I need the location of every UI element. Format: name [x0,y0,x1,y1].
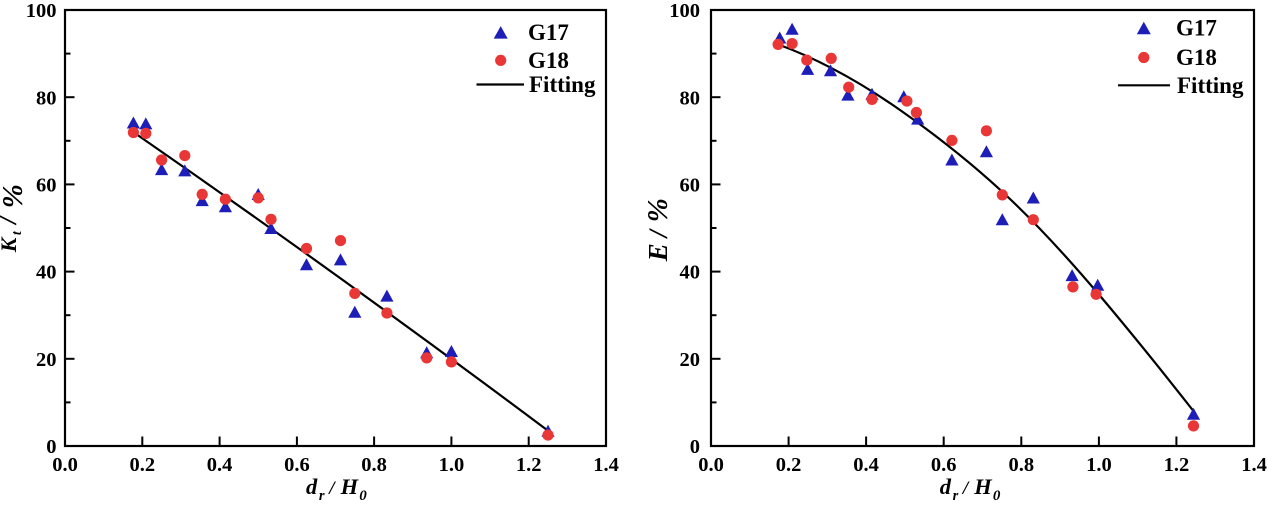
svg-text:d: d [940,474,952,499]
svg-text:1.4: 1.4 [593,454,619,476]
svg-text:d: d [306,474,318,499]
svg-text:G18: G18 [528,48,569,73]
svg-text:20: 20 [36,349,57,371]
svg-text:0.6: 0.6 [931,454,957,476]
svg-text:1.2: 1.2 [1164,454,1190,476]
svg-text:E: E [643,243,673,262]
svg-text:t: t [10,230,25,235]
svg-text:0: 0 [690,436,700,458]
svg-text:0.8: 0.8 [1008,454,1034,476]
svg-text:1.4: 1.4 [1241,454,1267,476]
svg-text:0: 0 [46,436,56,458]
svg-text:/: / [961,478,970,499]
svg-text:Fitting: Fitting [529,72,596,97]
svg-text:Fitting: Fitting [1177,73,1244,98]
svg-text:0.8: 0.8 [361,454,387,476]
svg-text:0.0: 0.0 [52,454,78,476]
svg-text:r: r [319,488,325,504]
svg-text:100: 100 [669,0,700,22]
svg-text:G18: G18 [1176,45,1217,70]
svg-text:20: 20 [680,349,701,371]
svg-text:/: / [327,478,336,499]
svg-text:1.2: 1.2 [516,454,542,476]
svg-text:40: 40 [36,262,57,284]
svg-text:100: 100 [26,0,57,22]
svg-text:/: / [0,214,22,226]
svg-text:0.6: 0.6 [284,454,310,476]
svg-text:0.0: 0.0 [698,454,724,476]
svg-text:1.0: 1.0 [1086,454,1112,476]
svg-text:%: % [0,184,29,208]
svg-text:80: 80 [680,87,701,109]
svg-text:0.2: 0.2 [776,454,802,476]
svg-text:0.2: 0.2 [129,454,155,476]
svg-text:H: H [340,474,360,499]
svg-text:0.4: 0.4 [853,454,879,476]
svg-text:K: K [0,236,21,253]
svg-text:%: % [642,198,674,222]
svg-text:G17: G17 [528,20,569,45]
svg-text:0.4: 0.4 [207,454,233,476]
svg-text:0: 0 [359,488,367,504]
svg-text:G17: G17 [1176,16,1217,41]
svg-text:60: 60 [36,175,57,197]
svg-text:/: / [644,227,673,239]
svg-text:1.0: 1.0 [439,454,465,476]
svg-text:40: 40 [680,262,701,284]
svg-text:r: r [953,488,959,504]
svg-text:0: 0 [993,488,1001,504]
svg-text:H: H [973,474,993,499]
svg-text:80: 80 [36,87,57,109]
svg-text:60: 60 [680,175,701,197]
